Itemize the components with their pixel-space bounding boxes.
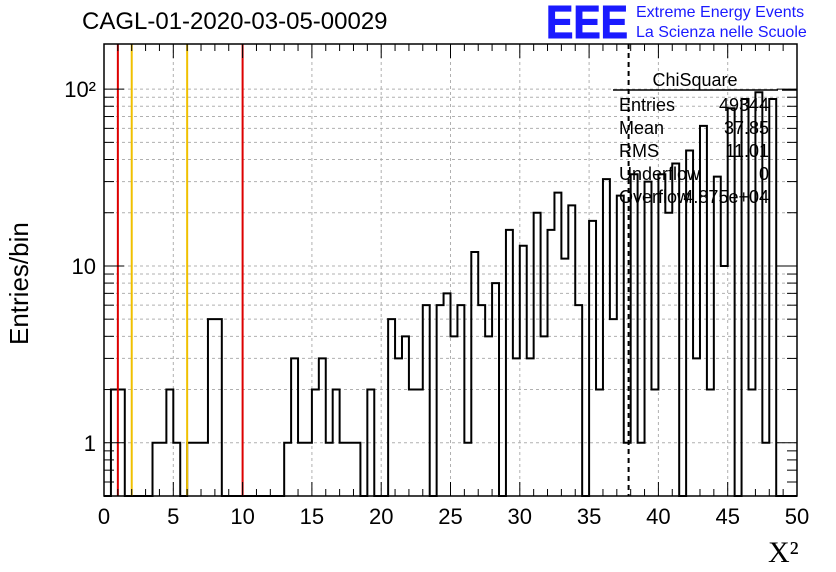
stats-row-value: 49344 [719,95,769,115]
histogram-bin [513,358,520,496]
stats-row-label: Mean [619,118,664,138]
histogram-bin [603,179,610,496]
histogram-bin [353,443,360,496]
x-tick-label: 50 [785,504,809,529]
histogram-bin [485,336,492,496]
histogram-bin [769,99,776,496]
histogram-bin [457,305,464,496]
histogram-bin [645,182,652,496]
x-tick-label: 15 [300,504,324,529]
histogram-bin [561,259,568,496]
histogram-bin [534,213,541,496]
stats-row-value: 37.85 [724,118,769,138]
histogram-bin [159,443,166,496]
histogram-bin [554,193,561,496]
histogram-bin [762,443,769,496]
histogram-bin [395,358,402,496]
histogram-bin [347,443,354,496]
svg-text:EEE: EEE [546,0,628,44]
histogram-bin [291,358,298,496]
histogram-bin [658,174,665,496]
histogram-bin [423,305,430,496]
stats-row-label: RMS [619,141,659,161]
histogram-bin [527,358,534,496]
x-tick-label: 5 [167,504,179,529]
x-tick-label: 40 [646,504,670,529]
histogram-bin [575,305,582,496]
histogram-bin [624,443,631,496]
x-tick-label: 35 [577,504,601,529]
histogram-bin [153,443,160,496]
histogram-bin [319,358,326,496]
histogram-bin [388,319,395,496]
x-tick-label: 25 [438,504,462,529]
histogram-bin [478,305,485,496]
y-tick-label: 10 [72,254,96,279]
histogram-bin [548,230,555,496]
histogram-bin [208,319,215,496]
histogram-bin [298,443,305,496]
histogram-bin [326,443,333,496]
y-axis-label: Entries/bin [4,222,34,345]
histogram-bin [464,443,471,496]
stats-row-value: 4.875e+04 [683,187,769,207]
x-axis-label: X² [768,536,799,569]
x-tick-label: 30 [508,504,532,529]
logo-line-2: La Scienza nelle Scuole [636,24,807,41]
chart-title: CAGL-01-2020-03-05-00029 [82,8,388,35]
x-tick-label: 10 [230,504,254,529]
y-tick-label: 10² [64,77,96,102]
stats-box-title: ChiSquare [652,70,737,90]
histogram-outline [104,91,797,497]
x-tick-label: 0 [98,504,110,529]
histogram-bin [693,358,700,496]
histogram-bin [402,336,409,496]
stats-row-label: Underflow [619,164,701,184]
histogram-bin [444,293,451,496]
stats-row-label: Entries [619,95,675,115]
x-tick-label: 20 [369,504,393,529]
histogram-bin [631,174,638,496]
logo-line-1: Extreme Energy Events [636,4,805,21]
histogram-bin [568,205,575,496]
histogram-bin [451,336,458,496]
histogram-bin [284,443,291,496]
histogram-bin [617,196,624,496]
histogram-bin [215,319,222,496]
histogram-bin [721,266,728,496]
histogram-bin [173,443,180,496]
x-tick-label: 45 [715,504,739,529]
histogram-bin [194,443,201,496]
histogram-bin [610,319,617,496]
histogram-bin [187,443,194,496]
stats-row-value: 0 [759,164,769,184]
eee-logo-icon: EEE [546,0,628,44]
histogram-bin [672,163,679,496]
histogram-bin [638,443,645,496]
stats-row-label: Overflow [619,187,691,207]
histogram-bin [506,230,513,496]
histogram-bin [305,443,312,496]
histogram-bin [541,336,548,496]
histogram-bin [728,108,735,496]
y-tick-label: 1 [84,431,96,456]
stats-row-value: 11.01 [725,141,769,161]
histogram-bin [201,443,208,496]
histogram-bin [665,213,672,496]
histogram-bin [471,252,478,496]
histogram-bin [437,305,444,496]
histogram-bin [340,443,347,496]
